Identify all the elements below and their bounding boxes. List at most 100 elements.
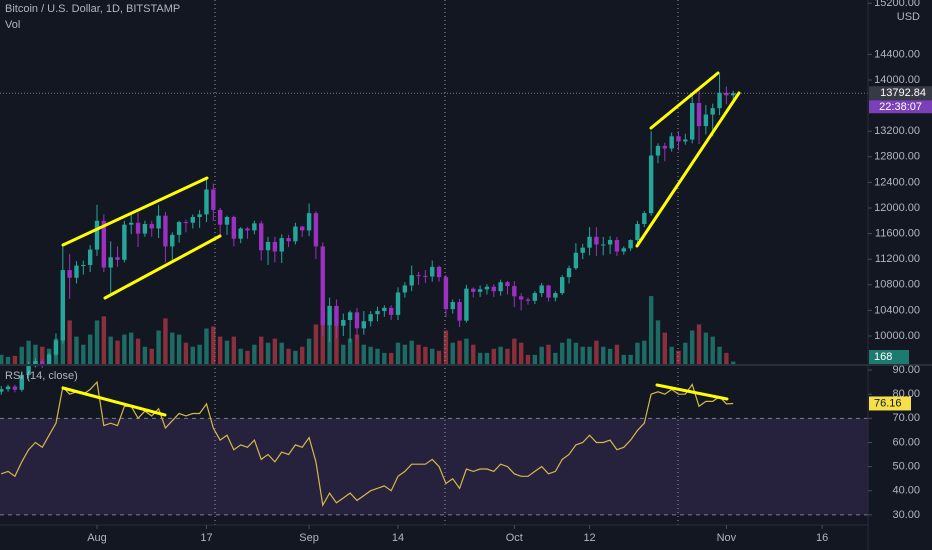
candle-body bbox=[628, 240, 633, 249]
candle-body bbox=[258, 223, 264, 251]
volume-bar bbox=[0, 354, 4, 365]
candle-body bbox=[46, 354, 52, 365]
volume-bar bbox=[498, 346, 503, 365]
rsi-last-box bbox=[869, 396, 911, 411]
volume-bar bbox=[347, 338, 353, 365]
volume-bar bbox=[628, 354, 633, 365]
volume-bar bbox=[341, 344, 346, 365]
y-tick-label: 40.00 bbox=[892, 485, 920, 497]
volume-bar bbox=[464, 338, 469, 365]
x-tick-label: Oct bbox=[506, 532, 523, 544]
volume-bar bbox=[245, 350, 250, 365]
candle-body bbox=[689, 103, 695, 140]
volume-bar bbox=[594, 340, 599, 365]
volume-bar bbox=[532, 354, 538, 365]
candle-body bbox=[94, 220, 100, 250]
candle-body bbox=[395, 292, 401, 315]
candle-body bbox=[436, 266, 442, 278]
candle-body bbox=[532, 293, 538, 301]
candle-body bbox=[176, 222, 182, 235]
candle-body bbox=[676, 136, 681, 142]
volume-bar bbox=[183, 342, 189, 365]
candle-body bbox=[279, 238, 284, 252]
volume-bar bbox=[512, 338, 517, 365]
candle-body bbox=[334, 305, 339, 326]
x-tick-label: 17 bbox=[200, 532, 212, 544]
volume-bar bbox=[306, 338, 312, 365]
candle-body bbox=[40, 360, 45, 365]
candle-body bbox=[354, 312, 360, 329]
volume-bar bbox=[40, 346, 45, 365]
y-tick-label: 90.00 bbox=[892, 364, 920, 376]
volume-bar bbox=[648, 296, 654, 365]
rsi-band bbox=[0, 418, 868, 515]
drawings bbox=[61, 71, 741, 417]
candle-body bbox=[518, 296, 524, 300]
volume-bar bbox=[286, 348, 291, 365]
volume-bar bbox=[108, 336, 113, 365]
volume-bar bbox=[395, 342, 401, 365]
candle-body bbox=[197, 214, 202, 217]
y-tick-label: 12400.00 bbox=[874, 176, 920, 188]
volume-bar bbox=[238, 348, 243, 365]
candle-body bbox=[505, 282, 510, 287]
volume-bar bbox=[477, 352, 483, 365]
candle-body bbox=[717, 92, 722, 109]
candle-body bbox=[683, 139, 688, 142]
currency-box bbox=[886, 10, 926, 24]
candle-body bbox=[642, 213, 647, 225]
front-layer: 15200.00 14400.00 14000.00 13200.00 12800.00… bbox=[87, 0, 932, 544]
volume-bar bbox=[129, 332, 134, 365]
candle-body bbox=[361, 321, 367, 329]
candle-body bbox=[594, 236, 599, 245]
candle-body bbox=[512, 286, 517, 297]
candle-body bbox=[443, 277, 449, 310]
x-tick-label: 16 bbox=[816, 532, 828, 544]
back-layer bbox=[0, 296, 868, 516]
candle-body bbox=[614, 240, 620, 252]
volume-bar bbox=[142, 346, 148, 365]
volume-bar bbox=[587, 346, 592, 365]
candle-body bbox=[190, 216, 195, 223]
candle-body bbox=[566, 268, 572, 278]
volume-bar bbox=[265, 342, 271, 365]
volume-bar bbox=[149, 348, 154, 365]
y-tick-label: 11200.00 bbox=[875, 253, 920, 265]
volume-bar bbox=[696, 324, 702, 365]
candle-body bbox=[368, 314, 373, 322]
volume-bar bbox=[33, 344, 38, 365]
candle-body bbox=[498, 282, 503, 292]
candle-body bbox=[293, 226, 298, 242]
volume-bar bbox=[300, 346, 305, 365]
candle-body bbox=[409, 275, 414, 286]
x-tick-label: Nov bbox=[717, 532, 737, 544]
candle-body bbox=[539, 285, 544, 294]
x-tick-label: Sep bbox=[299, 532, 319, 544]
candle-body bbox=[347, 312, 353, 321]
candle-body bbox=[450, 302, 455, 310]
candle-body bbox=[245, 228, 250, 231]
volume-bar bbox=[436, 350, 442, 365]
volume-bar bbox=[676, 350, 681, 365]
y-tick-label: 10400.00 bbox=[874, 304, 920, 316]
candle-body bbox=[669, 136, 674, 149]
last-price-box bbox=[869, 86, 932, 101]
candle-body bbox=[341, 320, 346, 326]
candle-body bbox=[320, 246, 325, 326]
volume-bar bbox=[217, 336, 223, 365]
candle-body bbox=[87, 249, 93, 265]
volume-bar bbox=[382, 352, 387, 365]
volume-bar bbox=[272, 338, 278, 365]
countdown-label: 22:38:07 bbox=[879, 101, 922, 113]
volume-bar bbox=[566, 338, 572, 365]
y-tick-label: 11600.00 bbox=[875, 228, 920, 240]
volume-bar bbox=[81, 344, 86, 365]
volume-bar bbox=[87, 334, 93, 365]
volume-bar bbox=[74, 336, 79, 365]
y-tick-label: 12800.00 bbox=[874, 151, 920, 163]
y-tick-label: 30.00 bbox=[892, 509, 920, 521]
volume-bar bbox=[655, 320, 661, 365]
candle-body bbox=[53, 340, 59, 355]
candle-body bbox=[26, 366, 31, 376]
volume-bar bbox=[553, 352, 558, 365]
